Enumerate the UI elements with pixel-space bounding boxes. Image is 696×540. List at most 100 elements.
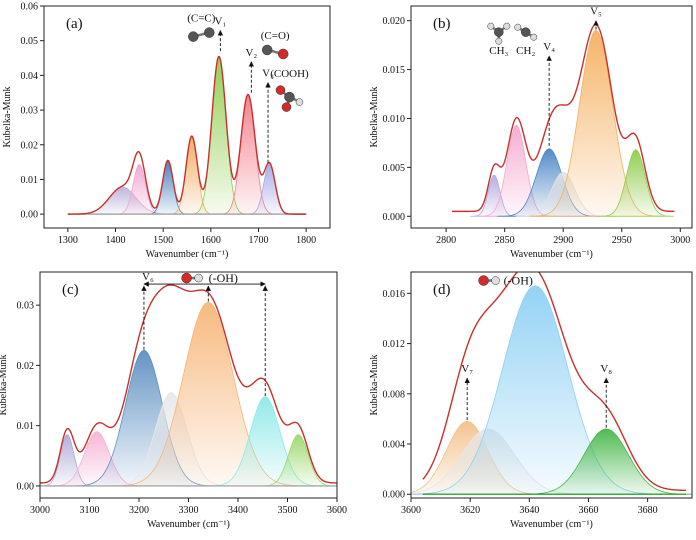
carbon-atom-icon xyxy=(284,91,295,103)
y-tick-label: 0.004 xyxy=(383,440,406,451)
species-ch3: CH₃ xyxy=(487,22,511,57)
y-tick-label: 0.05 xyxy=(21,36,39,47)
x-tick-label: 1500 xyxy=(153,235,173,246)
carbon-atom-icon xyxy=(261,44,273,56)
x-tick-label: 3600 xyxy=(327,505,347,516)
species-label: CH₃ xyxy=(489,45,508,57)
chart-panel-b: 2800 2850 2900 2950 3000 0.000 0.005 0.010 0.015… xyxy=(369,5,693,260)
fitted-peak-7 xyxy=(258,434,337,487)
hydrogen-atom-icon xyxy=(495,37,503,45)
annotation-label: V₁ xyxy=(214,16,226,28)
y-tick-label: 0.06 xyxy=(21,2,39,13)
x-tick-label: 2850 xyxy=(495,235,515,246)
fitted-peak-4 xyxy=(517,428,692,495)
x-tick-label: 3400 xyxy=(228,505,248,516)
x-tick-label: 1300 xyxy=(58,235,78,246)
species-label: (-OH) xyxy=(504,274,533,288)
x-axis-label: Wavenumber (cm⁻¹) xyxy=(510,249,593,260)
species-label: CH₂ xyxy=(516,45,535,57)
x-tick-label: 1600 xyxy=(201,235,221,246)
annotation-label: V₇ xyxy=(461,363,473,375)
x-tick-label: 1400 xyxy=(106,235,126,246)
oxygen-atom-icon xyxy=(181,272,192,284)
annotation-label: V₈ xyxy=(600,363,612,375)
y-tick-label: 0.015 xyxy=(383,65,406,76)
x-axis-label: Wavenumber (cm⁻¹) xyxy=(146,249,229,260)
x-tick-label: 3620 xyxy=(460,505,480,516)
carbon-atom-icon xyxy=(520,27,531,37)
species-cc: (C=C) xyxy=(187,13,216,42)
panel-label: (a) xyxy=(66,16,83,32)
x-tick-label: 3200 xyxy=(129,505,149,516)
y-axis-label: Kubelka-Munk xyxy=(369,86,380,147)
hydrogen-atom-icon xyxy=(530,33,538,41)
y-tick-label: 0.04 xyxy=(21,71,39,82)
x-tick-label: 3640 xyxy=(519,505,539,516)
species-ch2: CH₂ xyxy=(514,23,538,57)
envelope-line xyxy=(67,55,307,215)
molecule-icon xyxy=(188,27,215,42)
oxygen-atom-icon xyxy=(281,102,292,112)
hydrogen-atom-icon xyxy=(295,98,304,106)
chart-panel-c: 3000 3100 3200 3300 3400 3500 3600 0.00 0.01 0.02… xyxy=(0,271,347,530)
y-tick-label: 0.020 xyxy=(383,16,406,27)
x-tick-label: 3100 xyxy=(80,505,100,516)
species-oh: (-OH) xyxy=(478,274,533,288)
annotation-label: V₂ xyxy=(245,47,257,59)
axes-frame xyxy=(43,5,331,229)
fitted-peak-6 xyxy=(597,149,674,217)
x-tick-label: 2800 xyxy=(436,235,456,246)
x-axis-label: Wavenumber (cm⁻¹) xyxy=(147,519,230,530)
x-tick-label: 1800 xyxy=(296,235,316,246)
oxygen-atom-icon xyxy=(277,48,289,60)
envelope-line xyxy=(422,272,687,492)
y-tick-label: 0.000 xyxy=(383,490,406,501)
envelope-line xyxy=(451,23,675,213)
molecule-icon xyxy=(261,44,289,60)
y-tick-label: 0.00 xyxy=(17,481,35,492)
molecule-icon xyxy=(514,23,538,41)
molecule-icon xyxy=(478,275,500,286)
panel-label: (c) xyxy=(62,282,79,298)
y-tick-label: 0.00 xyxy=(21,210,39,221)
carbon-atom-icon xyxy=(188,31,199,42)
y-tick-label: 0.010 xyxy=(383,114,406,125)
hydrogen-atom-icon xyxy=(514,23,522,31)
species-label: (C=O) xyxy=(261,30,290,42)
y-tick-label: 0.02 xyxy=(21,140,39,151)
annotation-label: V₅ xyxy=(590,6,602,18)
y-tick-label: 0.012 xyxy=(383,339,406,350)
hydrogen-atom-icon xyxy=(491,276,500,285)
oxygen-atom-icon xyxy=(275,85,286,95)
y-tick-label: 0.008 xyxy=(383,389,406,400)
y-tick-label: 0.03 xyxy=(21,106,39,117)
x-tick-label: 3680 xyxy=(638,505,658,516)
annotation-label: V₃ xyxy=(262,68,274,80)
species-label: (C=C) xyxy=(187,13,216,25)
annotation-label: V₄ xyxy=(543,41,555,53)
bracket-label: V₆ xyxy=(142,271,154,283)
x-tick-label: 2950 xyxy=(612,235,632,246)
panel-label: (b) xyxy=(433,16,451,32)
hydrogen-atom-icon xyxy=(503,22,511,30)
molecule-icon xyxy=(275,85,304,112)
carbon-atom-icon xyxy=(494,27,504,37)
molecule-icon xyxy=(487,22,511,45)
chart-panel-a: 1300 1400 1500 1600 1700 1800 0.00 0.01 0.02 0.03… xyxy=(2,2,331,260)
envelope-line xyxy=(40,284,337,484)
x-tick-label: 1700 xyxy=(249,235,269,246)
carbon-atom-icon xyxy=(204,27,215,38)
hydrogen-atom-icon xyxy=(487,22,495,30)
x-tick-label: 3500 xyxy=(278,505,298,516)
species-label: (COOH) xyxy=(270,68,309,80)
y-axis-label: Kubelka-Munk xyxy=(369,354,380,415)
oh-molecule-icon xyxy=(181,272,203,284)
x-tick-label: 2900 xyxy=(553,235,573,246)
x-axis-label: Wavenumber (cm⁻¹) xyxy=(510,519,593,530)
y-tick-label: 0.02 xyxy=(17,361,35,372)
axes-frame xyxy=(410,271,693,499)
x-tick-label: 3300 xyxy=(179,505,199,516)
y-tick-label: 0.016 xyxy=(383,289,406,300)
chart-panel-d: 3600 3620 3640 3660 3680 0.000 0.004 0.008 0.012… xyxy=(369,271,693,530)
